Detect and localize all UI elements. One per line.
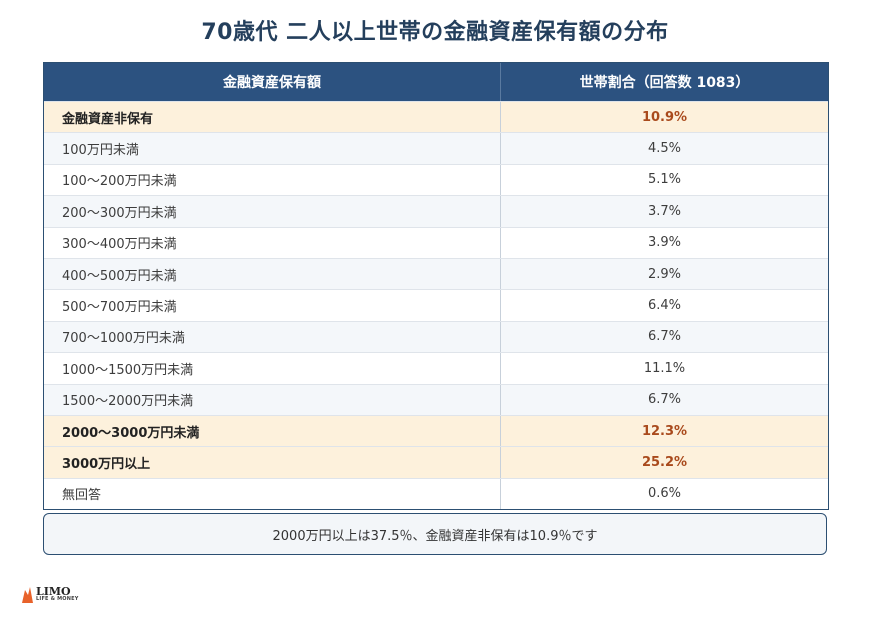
row-share-value: 3.9% — [647, 235, 682, 251]
logo-text: LIMO — [36, 585, 71, 598]
header-household-share: 世帯割合（回答数 1083） — [579, 75, 750, 91]
row-asset-label: 300〜400万円未満 — [44, 227, 501, 258]
row-asset-label: 金融資産非保有 — [44, 102, 501, 133]
row-asset-label: 700〜1000万円未満 — [44, 321, 501, 353]
row-share-value: 5.1% — [647, 172, 682, 188]
row-share-value: 4.5% — [647, 141, 682, 157]
table-row: 700〜1000万円未満 6.7% — [44, 320, 828, 353]
limo-logo: LIMO LIFE & MONEY — [20, 586, 79, 606]
row-asset-label: 100〜200万円未満 — [44, 164, 501, 196]
row-share-value: 10.9% — [641, 109, 688, 125]
table-row: 200〜300万円未満 3.7% — [44, 195, 828, 227]
row-asset-label: 200〜300万円未満 — [44, 196, 501, 227]
table-row: 3000万円以上 25.2% — [44, 446, 828, 478]
table-header: 金融資産保有額 世帯割合（回答数 1083） — [44, 63, 828, 101]
row-asset-label: 無回答 — [44, 478, 501, 510]
table-row: 無回答 0.6% — [44, 477, 828, 510]
row-asset-label: 1500〜2000万円未満 — [44, 384, 501, 415]
table-row: 500〜700万円未満 6.4% — [44, 289, 828, 321]
summary-note: 2000万円以上は37.5％、金融資産非保有は10.9％です — [43, 513, 827, 555]
row-share-value: 25.2% — [641, 454, 688, 470]
table-row: 1500〜2000万円未満 6.7% — [44, 383, 828, 415]
row-share-value: 6.7% — [647, 329, 682, 345]
row-asset-label: 400〜500万円未満 — [44, 258, 501, 290]
row-share-value: 0.6% — [647, 486, 682, 502]
header-asset-amount: 金融資産保有額 — [44, 63, 501, 101]
row-share-value: 3.7% — [647, 203, 682, 219]
table-row: 400〜500万円未満 2.9% — [44, 257, 828, 290]
row-asset-label: 3000万円以上 — [44, 447, 501, 478]
table-row: 金融資産非保有 10.9% — [44, 101, 828, 133]
table-row: 1000〜1500万円未満 11.1% — [44, 352, 828, 384]
row-share-value: 6.4% — [647, 298, 682, 314]
asset-distribution-table: 金融資産保有額 世帯割合（回答数 1083） 金融資産非保有 10.9% 100万円… — [43, 62, 829, 511]
row-share-value: 2.9% — [647, 266, 682, 282]
table-body: 金融資産非保有 10.9% 100万円未満 4.5% 100〜200万円未満 5.1% 20… — [44, 101, 828, 510]
row-asset-label: 500〜700万円未満 — [44, 290, 501, 321]
table-row: 100万円未満 4.5% — [44, 132, 828, 164]
row-asset-label: 2000〜3000万円未満 — [44, 415, 501, 447]
table-row: 100〜200万円未満 5.1% — [44, 163, 828, 196]
row-share-value: 6.7% — [647, 392, 682, 408]
row-asset-label: 100万円未満 — [44, 133, 501, 164]
logo-subtext: LIFE & MONEY — [36, 596, 79, 602]
page-title: 70歳代 二人以上世帯の金融資産保有額の分布 — [201, 20, 669, 45]
row-share-value: 11.1% — [643, 360, 686, 376]
table-row: 300〜400万円未満 3.9% — [44, 226, 828, 258]
row-asset-label: 1000〜1500万円未満 — [44, 353, 501, 384]
row-share-value: 12.3% — [641, 423, 688, 439]
logo-mark-icon — [22, 587, 33, 603]
table-row: 2000〜3000万円未満 12.3% — [44, 414, 828, 447]
